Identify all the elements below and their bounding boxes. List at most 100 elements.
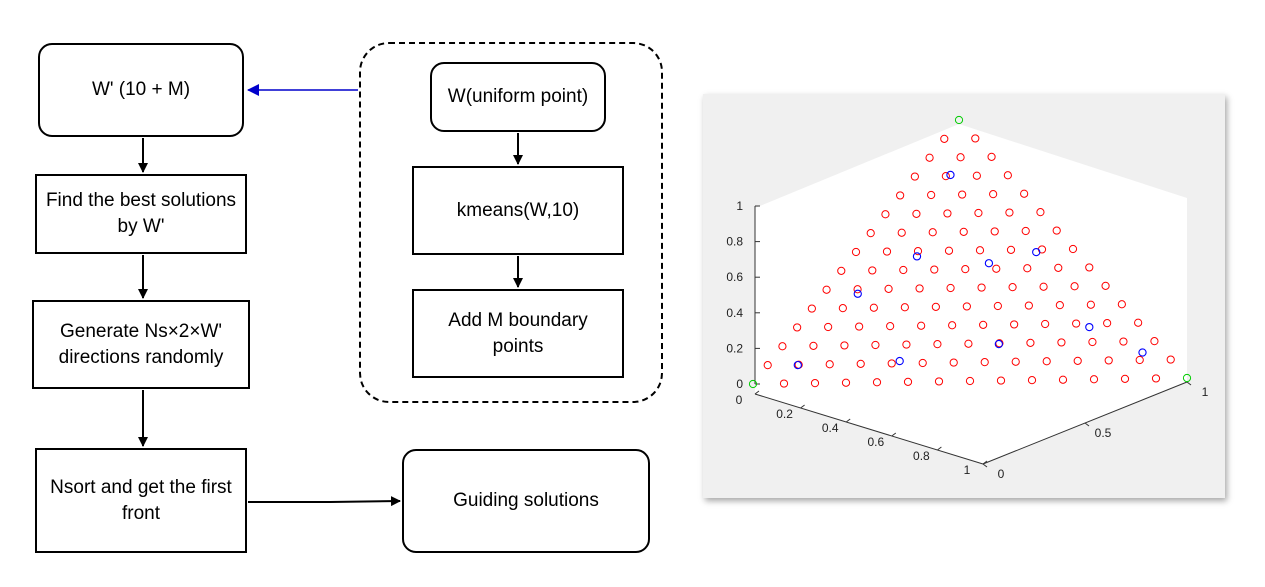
uniform-point — [1135, 355, 1144, 365]
uniform-point-node: W(uniform point) — [430, 62, 606, 132]
boundary-point — [748, 379, 758, 389]
uniform-point — [948, 321, 957, 330]
uniform-point — [918, 358, 927, 368]
kmeans-group-frame — [359, 42, 663, 403]
z-tick-0-label: 0 — [736, 377, 743, 391]
y-tick-0-mark — [982, 463, 988, 468]
uniform-point — [837, 266, 846, 275]
uniform-point — [1042, 357, 1051, 366]
uniform-point — [934, 377, 944, 386]
uniform-point — [949, 358, 958, 367]
uniform-point — [964, 339, 973, 348]
uniform-point — [1027, 376, 1037, 385]
uniform-point — [872, 378, 882, 387]
uniform-point — [856, 359, 865, 368]
uniform-point — [962, 302, 971, 311]
x-tick-2-label: 0.4 — [822, 421, 839, 435]
generate-directions-node: Generate Ns×2×W' directions randomly — [32, 300, 250, 389]
x-tick-5-mark — [982, 460, 988, 465]
kmeans-centroid-1 — [895, 356, 904, 366]
uniform-point — [940, 134, 949, 143]
w-prime-node: W' (10 + M) — [38, 43, 244, 137]
kmeans-centroid-2 — [853, 289, 862, 298]
uniform-point — [779, 379, 789, 388]
boundary-point — [954, 115, 964, 125]
kmeans-centroid-3 — [994, 339, 1003, 349]
flowchart-connectors — [138, 84, 523, 507]
uniform-point — [763, 361, 772, 370]
uniform-point — [851, 247, 861, 257]
z-tick-4-label: 0.8 — [726, 235, 743, 249]
uniform-point — [996, 376, 1006, 385]
uniform-point — [933, 340, 942, 349]
uniform-point — [941, 172, 950, 181]
uniform-point — [1006, 245, 1016, 254]
find-best-solutions-node: Find the best solutions by W' — [35, 174, 247, 254]
scatter-plot: 0 0.2 0.4 0.6 0.8 1 0 0.2 0.4 0.6 0.8 1 0 0.5 1 — [726, 115, 1209, 481]
uniform-point — [841, 378, 851, 387]
uniform-point — [1039, 282, 1048, 291]
uniform-point — [946, 283, 955, 293]
uniform-point — [868, 266, 877, 275]
uniform-point — [1052, 226, 1061, 235]
uniform-point — [1104, 356, 1113, 365]
uniform-point — [871, 340, 880, 350]
x-tick-1-label: 0.2 — [776, 407, 793, 421]
uniform-point — [869, 303, 878, 312]
y-tick-2-label: 1 — [1202, 385, 1209, 399]
plot-axes-region — [755, 124, 1187, 464]
kmeans-centroid-8 — [1032, 247, 1041, 257]
uniform-point — [896, 191, 905, 200]
uniform-point — [931, 302, 940, 311]
uniform-point — [1089, 375, 1099, 384]
z-tick-5-label: 1 — [736, 199, 743, 213]
uniform-point — [956, 153, 965, 162]
uniform-point — [961, 265, 970, 274]
uniform-point — [1134, 318, 1143, 327]
uniform-point — [807, 304, 816, 313]
scatter-plot-panel: 0 0.2 0.4 0.6 0.8 1 0 0.2 0.4 0.6 0.8 1 0 0.5 1 — [703, 94, 1225, 498]
uniform-point — [1117, 300, 1126, 309]
uniform-point — [958, 190, 967, 199]
uniform-point — [1150, 337, 1159, 346]
kmeans-centroid-4 — [912, 252, 922, 261]
uniform-point — [989, 190, 998, 199]
boundary-point — [1182, 373, 1192, 383]
uniform-point — [882, 247, 892, 256]
uniform-point — [1036, 208, 1045, 217]
uniform-point — [1086, 300, 1095, 309]
uniform-point — [822, 285, 831, 294]
uniform-point — [1003, 171, 1012, 180]
uniform-point — [928, 228, 937, 237]
uniform-point — [1068, 244, 1078, 254]
uniform-point — [1088, 337, 1097, 347]
z-tick-2-label: 0.4 — [726, 306, 743, 320]
x-tick-0-mark — [754, 390, 760, 395]
uniform-point — [1054, 263, 1063, 272]
uniform-point — [980, 358, 989, 367]
x-tick-0-label: 0 — [736, 393, 743, 407]
uniform-point — [1011, 357, 1020, 366]
uniform-point — [809, 341, 818, 350]
uniform-point — [1119, 337, 1128, 346]
uniform-point — [853, 285, 862, 294]
uniform-point — [897, 228, 906, 237]
uniform-point — [1024, 301, 1033, 310]
uniform-point — [1085, 263, 1094, 272]
z-tick-3-label: 0.6 — [726, 270, 743, 284]
z-tick-1-label: 0.2 — [726, 341, 743, 355]
uniform-point — [915, 284, 924, 293]
uniform-point — [1120, 374, 1130, 383]
uniform-point — [1020, 189, 1029, 198]
uniform-point — [1021, 226, 1030, 236]
guiding-solutions-node: Guiding solutions — [402, 449, 650, 553]
uniform-point — [903, 377, 913, 386]
uniform-point — [1026, 338, 1035, 347]
uniform-point — [974, 208, 983, 218]
y-tick-1-label: 0.5 — [1095, 426, 1112, 440]
uniform-point — [959, 227, 968, 236]
kmeans-centroid-7 — [946, 170, 955, 180]
y-tick-1-mark — [1084, 422, 1090, 427]
uniform-point — [824, 322, 833, 332]
uniform-point — [992, 264, 1001, 273]
